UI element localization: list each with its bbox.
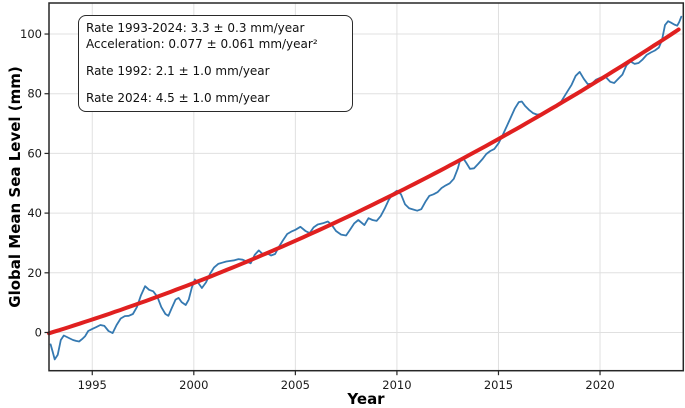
y-tick-labels: 0 20 40 60 80 100 [20, 27, 42, 339]
stats-annotation-box: Rate 1993-2024: 3.3 ± 0.3 mm/year Accele… [78, 15, 353, 112]
y-tick-20: 20 [27, 266, 42, 280]
x-tick-1995: 1995 [78, 378, 107, 392]
x-tick-2005: 2005 [281, 378, 310, 392]
plot-border [48, 2, 685, 372]
y-tick-60: 60 [27, 146, 42, 160]
annotation-rate-1992: Rate 1992: 2.1 ± 1.0 mm/year [86, 64, 270, 78]
y-tick-0: 0 [35, 325, 42, 339]
y-tick-40: 40 [27, 206, 42, 220]
x-tick-2000: 2000 [179, 378, 208, 392]
x-tick-2010: 2010 [382, 378, 411, 392]
y-axis-label: Global Mean Sea Level (mm) [6, 66, 24, 307]
x-tick-2015: 2015 [484, 378, 513, 392]
x-axis-label: Year [346, 390, 385, 408]
x-tick-labels: 1995 2000 2005 2010 2015 2020 [78, 378, 615, 392]
x-tick-2020: 2020 [585, 378, 614, 392]
y-tick-100: 100 [20, 27, 42, 41]
annotation-rate-2024: Rate 2024: 4.5 ± 1.0 mm/year [86, 91, 270, 105]
y-tick-80: 80 [27, 87, 42, 101]
annotation-acceleration: Acceleration: 0.077 ± 0.061 mm/year² [86, 37, 318, 51]
annotation-rate-1993-2024: Rate 1993-2024: 3.3 ± 0.3 mm/year [86, 21, 305, 35]
axis-ticks [44, 33, 601, 376]
quadratic-fit-line [47, 27, 681, 336]
observed-sea-level-line [49, 15, 683, 361]
